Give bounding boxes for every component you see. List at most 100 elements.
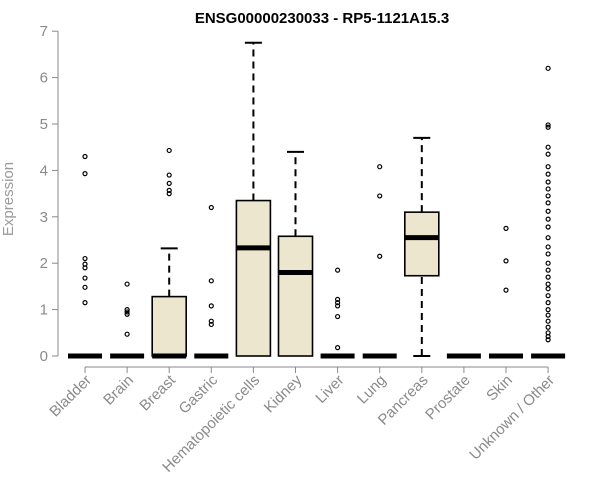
- outlier-point: [166, 187, 172, 193]
- outlier-point: [545, 293, 551, 299]
- outlier-point: [545, 122, 551, 128]
- box-kidney: [277, 150, 314, 357]
- outlier-point: [545, 312, 551, 318]
- outlier-point: [545, 151, 551, 157]
- box-unknown-other: [531, 65, 566, 359]
- outlier-point: [545, 179, 551, 185]
- outlier-point: [545, 267, 551, 273]
- outlier-point: [545, 333, 551, 340]
- y-tick-label: 4: [40, 162, 48, 179]
- outlier-point: [335, 296, 341, 302]
- outlier-point: [208, 321, 214, 328]
- x-tick-label: Kidney: [261, 371, 306, 416]
- outlier-point: [124, 309, 130, 315]
- outlier-point: [545, 286, 551, 292]
- y-tick-label: 2: [40, 255, 48, 272]
- box-iqr: [403, 211, 440, 277]
- y-axis: 0 1 2 3 4 5 6 7: [40, 23, 59, 365]
- outlier-point: [208, 318, 214, 324]
- y-tick-label: 0: [40, 348, 48, 365]
- outlier-point: [545, 251, 551, 257]
- outlier-point: [545, 274, 551, 280]
- outlier-point: [545, 224, 551, 230]
- outlier-point: [545, 324, 551, 330]
- outlier-point: [82, 284, 88, 290]
- x-tick-label: Prostate: [422, 372, 474, 424]
- y-axis-label: Expression: [0, 162, 17, 236]
- outlier-point: [82, 275, 88, 281]
- outlier-point: [503, 258, 509, 264]
- outlier-point: [335, 303, 341, 309]
- outlier-point: [503, 225, 509, 231]
- box-iqr: [151, 295, 187, 357]
- y-tick-label: 7: [40, 23, 48, 40]
- outlier-point: [124, 281, 130, 287]
- box-iqr: [277, 235, 314, 357]
- box-hematopoietic-cells: [235, 41, 272, 357]
- x-tick-label: Skin: [483, 372, 516, 405]
- y-tick-label: 6: [40, 70, 48, 87]
- outlier-point: [124, 331, 130, 337]
- y-tick-label: 3: [40, 209, 48, 226]
- outlier-point: [377, 164, 383, 170]
- outlier-point: [335, 300, 341, 306]
- box-iqr: [235, 199, 272, 357]
- outlier-point: [545, 244, 551, 250]
- outlier-point: [545, 337, 551, 343]
- boxes-layer: [68, 41, 566, 359]
- outlier-point: [545, 318, 551, 324]
- outlier-point: [545, 260, 551, 266]
- outlier-point: [335, 267, 341, 273]
- box-lung: [362, 164, 397, 359]
- outlier-point: [503, 287, 509, 293]
- outlier-point: [545, 200, 551, 206]
- outlier-point: [82, 255, 88, 262]
- outlier-point: [82, 171, 88, 177]
- outlier-point: [545, 193, 551, 199]
- box-bladder: [68, 153, 102, 359]
- outlier-point: [545, 144, 551, 150]
- outlier-point: [545, 164, 551, 170]
- outlier-point: [166, 191, 172, 197]
- outlier-point: [208, 278, 214, 284]
- outlier-point: [82, 265, 88, 271]
- outlier-point: [545, 208, 551, 214]
- outlier-point: [166, 180, 172, 186]
- outlier-point: [545, 186, 551, 192]
- outlier-point: [377, 193, 383, 199]
- outlier-point: [335, 345, 341, 351]
- outlier-point: [124, 307, 130, 313]
- y-tick-label: 1: [40, 302, 48, 319]
- outlier-point: [166, 172, 172, 178]
- x-tick-label: Lung: [354, 372, 390, 408]
- outlier-point: [545, 65, 551, 71]
- box-brain: [110, 281, 145, 359]
- outlier-point: [124, 311, 130, 317]
- outlier-point: [545, 235, 551, 241]
- x-tick-label: Bladder: [46, 372, 95, 421]
- box-skin: [489, 225, 523, 359]
- outlier-point: [545, 281, 551, 287]
- x-tick-label: Liver: [312, 372, 347, 407]
- box-gastric: [194, 204, 229, 359]
- outlier-point: [166, 147, 172, 154]
- outlier-point: [545, 171, 551, 177]
- outlier-point: [208, 204, 214, 211]
- outlier-point: [335, 313, 341, 320]
- x-tick-label: Brain: [100, 372, 137, 409]
- outlier-point: [545, 300, 551, 306]
- outlier-point: [82, 153, 88, 160]
- box-liver: [320, 267, 355, 359]
- outlier-point: [82, 300, 88, 306]
- outlier-point: [545, 216, 551, 222]
- outlier-point: [545, 307, 551, 313]
- box-breast: [151, 147, 187, 359]
- y-tick-label: 5: [40, 116, 48, 133]
- x-tick-label: Breast: [136, 371, 179, 414]
- outlier-point: [377, 253, 383, 259]
- box-pancreas: [403, 136, 440, 357]
- chart-title: ENSG00000230033 - RP5-1121A15.3: [195, 10, 449, 27]
- outlier-point: [545, 124, 551, 130]
